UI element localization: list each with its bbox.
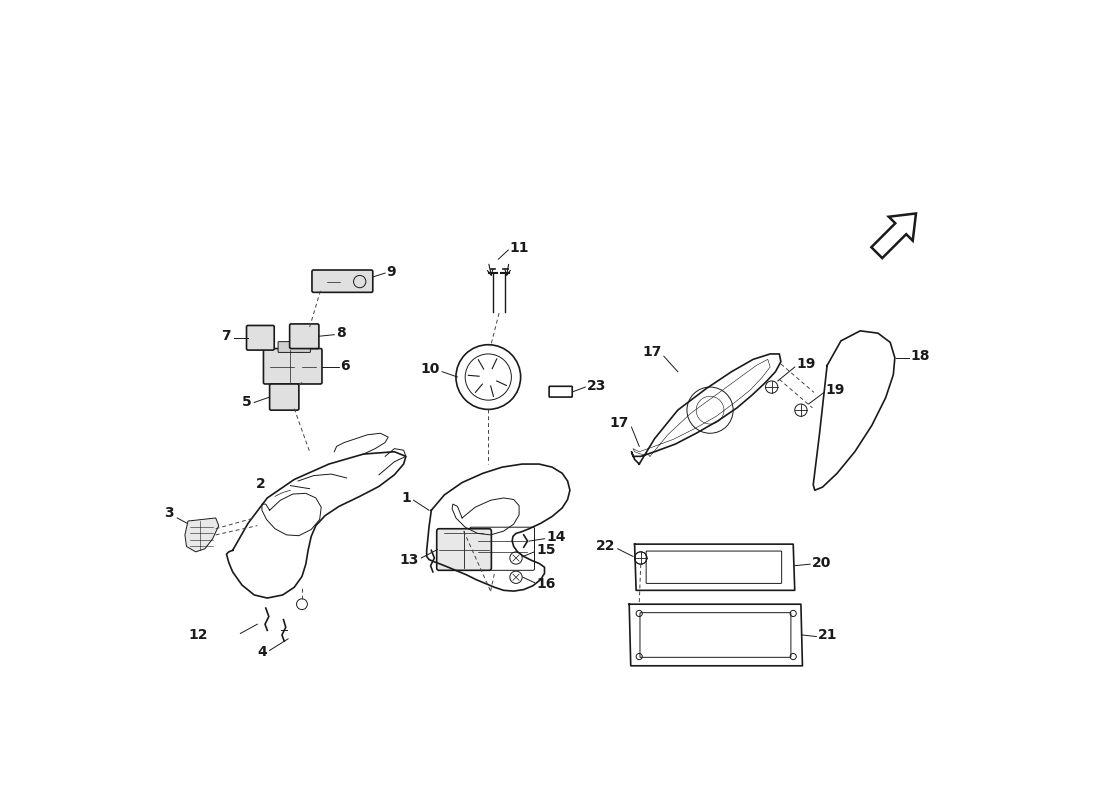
Text: 15: 15	[536, 543, 556, 558]
Text: 17: 17	[642, 345, 662, 358]
Text: 17: 17	[609, 416, 629, 430]
Text: 22: 22	[596, 538, 615, 553]
Text: 12: 12	[188, 628, 208, 642]
FancyBboxPatch shape	[312, 270, 373, 292]
Text: 19: 19	[825, 383, 845, 397]
Text: 10: 10	[420, 362, 440, 376]
Text: 1: 1	[402, 491, 411, 505]
FancyBboxPatch shape	[264, 349, 322, 384]
Text: 14: 14	[546, 530, 565, 544]
Text: 2: 2	[256, 477, 266, 491]
Text: 18: 18	[911, 350, 930, 363]
Text: 3: 3	[165, 506, 174, 520]
Text: 4: 4	[257, 645, 267, 659]
Text: 20: 20	[812, 556, 832, 570]
Text: 6: 6	[341, 358, 350, 373]
Text: 7: 7	[221, 330, 231, 343]
Text: 11: 11	[510, 241, 529, 254]
FancyBboxPatch shape	[437, 529, 492, 570]
Text: 16: 16	[536, 577, 556, 591]
Text: 8: 8	[336, 326, 345, 340]
Text: 21: 21	[818, 628, 837, 642]
Polygon shape	[871, 214, 916, 258]
FancyBboxPatch shape	[289, 324, 319, 349]
Text: 13: 13	[399, 553, 419, 566]
Text: 5: 5	[241, 394, 251, 409]
FancyBboxPatch shape	[278, 342, 310, 353]
FancyBboxPatch shape	[246, 326, 274, 350]
FancyBboxPatch shape	[270, 384, 299, 410]
Polygon shape	[185, 518, 219, 552]
Text: 9: 9	[387, 265, 396, 278]
Text: 19: 19	[796, 357, 816, 371]
Text: 23: 23	[587, 378, 606, 393]
